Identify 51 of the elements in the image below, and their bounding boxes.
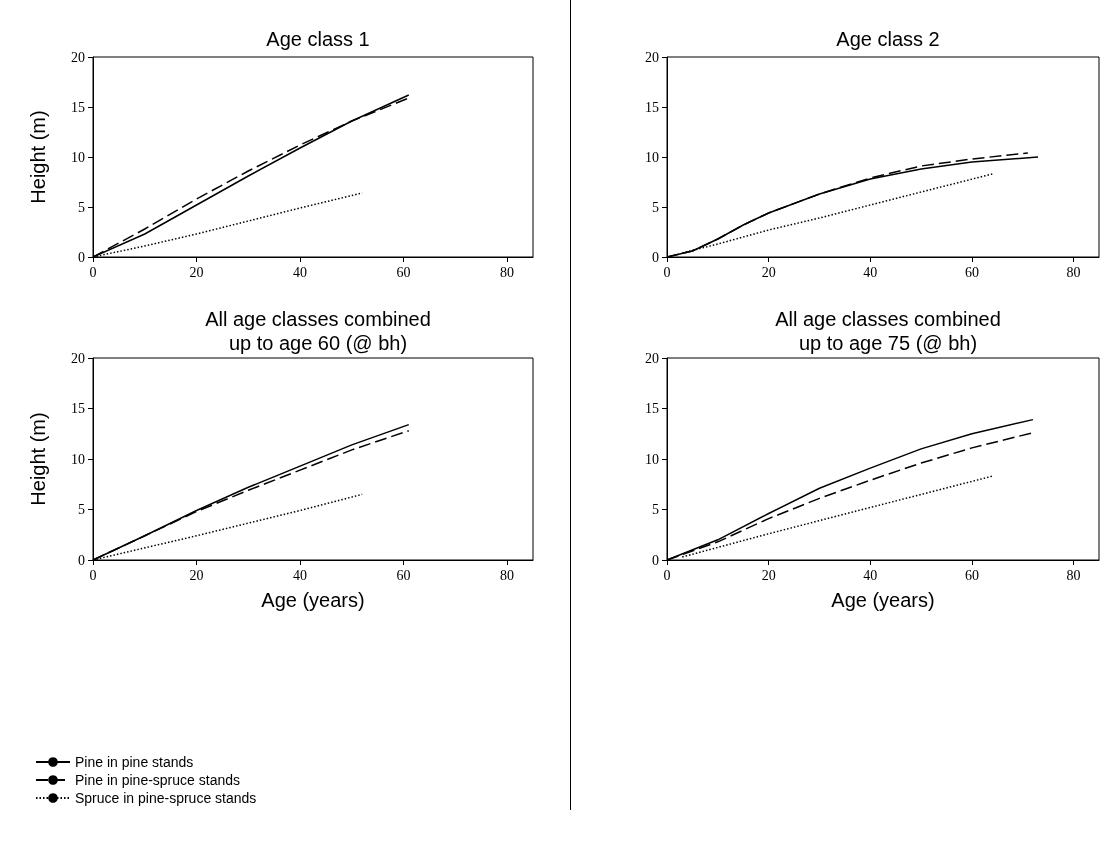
x-tick-label: 80 — [500, 567, 515, 583]
chart-title: All age classes combined up to age 75 (@ bh) — [775, 308, 1001, 354]
y-tick-label: 5 — [78, 502, 85, 517]
x-tick-label: 80 — [1066, 567, 1081, 583]
x-tick-label: 20 — [761, 567, 776, 583]
x-tick-label: 40 — [863, 567, 878, 583]
x-tick-label: 20 — [189, 567, 204, 583]
x-tick-label: 20 — [761, 264, 776, 280]
x-tick-label: 60 — [964, 567, 979, 583]
x-tick-label: 40 — [293, 264, 308, 280]
y-axis-title: Height (m) — [27, 412, 49, 506]
y-tick-label: 5 — [652, 199, 659, 215]
chart-title: Age class 2 — [836, 28, 940, 50]
x-tick-label: 80 — [500, 264, 515, 280]
x-tick-label: 60 — [396, 567, 411, 583]
y-tick-label: 0 — [652, 552, 659, 568]
chart-title: Age class 1 — [266, 28, 370, 50]
x-tick-label: 0 — [663, 264, 671, 280]
y-tick-label: 15 — [645, 99, 659, 115]
x-tick-label: 0 — [663, 567, 671, 583]
x-tick-label: 80 — [1066, 264, 1081, 280]
x-tick-label: 40 — [293, 567, 308, 583]
y-tick-label: 10 — [71, 451, 85, 467]
legend-label: Pine in pine stands — [75, 754, 194, 770]
y-tick-label: 10 — [71, 149, 85, 165]
x-tick-label: 0 — [89, 567, 97, 583]
x-tick-label: 20 — [189, 264, 204, 280]
y-tick-label: 0 — [78, 552, 85, 568]
y-tick-label: 5 — [78, 199, 85, 215]
chart-title: All age classes combined up to age 60 (@ bh) — [205, 308, 431, 354]
x-tick-label: 0 — [89, 264, 97, 280]
x-axis-title: Age (years) — [261, 589, 365, 611]
y-tick-label: 20 — [71, 49, 85, 65]
y-tick-label: 5 — [652, 502, 659, 517]
y-tick-label: 20 — [645, 49, 659, 65]
y-tick-label: 15 — [71, 401, 85, 416]
x-tick-label: 60 — [396, 264, 411, 280]
y-tick-label: 0 — [652, 249, 659, 265]
legend-label: Spruce in pine-spruce stands — [75, 790, 257, 806]
y-tick-label: 15 — [71, 99, 85, 115]
y-tick-label: 20 — [645, 350, 659, 366]
y-axis-title: Height (m) — [27, 110, 49, 204]
legend-label: Pine in pine-spruce stands — [75, 772, 240, 788]
x-tick-label: 60 — [964, 264, 979, 280]
x-axis-title: Age (years) — [831, 589, 935, 611]
y-tick-label: 10 — [645, 149, 659, 165]
y-tick-label: 0 — [78, 249, 85, 265]
y-tick-label: 10 — [645, 451, 659, 467]
y-tick-label: 15 — [645, 401, 659, 416]
x-tick-label: 40 — [863, 264, 878, 280]
y-tick-label: 20 — [71, 350, 85, 366]
